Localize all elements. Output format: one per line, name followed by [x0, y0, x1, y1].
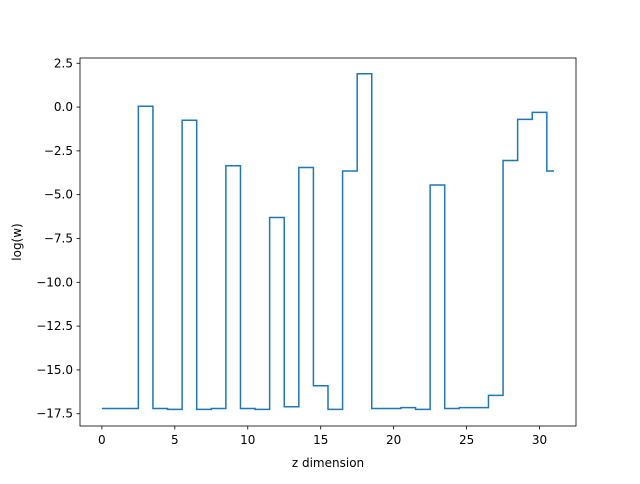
x-tick-label: 10 — [240, 433, 255, 447]
y-axis-label: log(w) — [10, 223, 24, 260]
y-tick-label: −7.5 — [44, 231, 73, 245]
x-tick-label: 20 — [386, 433, 401, 447]
y-tick-label: −12.5 — [36, 319, 73, 333]
series-line — [101, 73, 555, 411]
y-tick-label: 0.0 — [54, 100, 73, 114]
y-tick-label: −2.5 — [44, 144, 73, 158]
x-axis: 0 5 10 15 20 25 30 — [98, 426, 547, 447]
x-tick-label: 25 — [459, 433, 474, 447]
plot-area — [101, 73, 555, 411]
y-axis: 2.5 0.0 −2.5 −5.0 −7.5 −10.0 −12.5 −15.0 −17.5 — [36, 56, 80, 421]
y-tick-label: −10.0 — [36, 275, 73, 289]
y-tick-label: −15.0 — [36, 363, 73, 377]
x-axis-label: z dimension — [292, 456, 364, 470]
x-tick-label: 30 — [532, 433, 547, 447]
x-tick-label: 5 — [171, 433, 179, 447]
y-tick-label: −5.0 — [44, 188, 73, 202]
x-tick-label: 0 — [98, 433, 106, 447]
y-tick-label: 2.5 — [54, 56, 73, 70]
y-tick-label: −17.5 — [36, 407, 73, 421]
axes-frame — [79, 57, 577, 427]
x-tick-label: 15 — [313, 433, 328, 447]
